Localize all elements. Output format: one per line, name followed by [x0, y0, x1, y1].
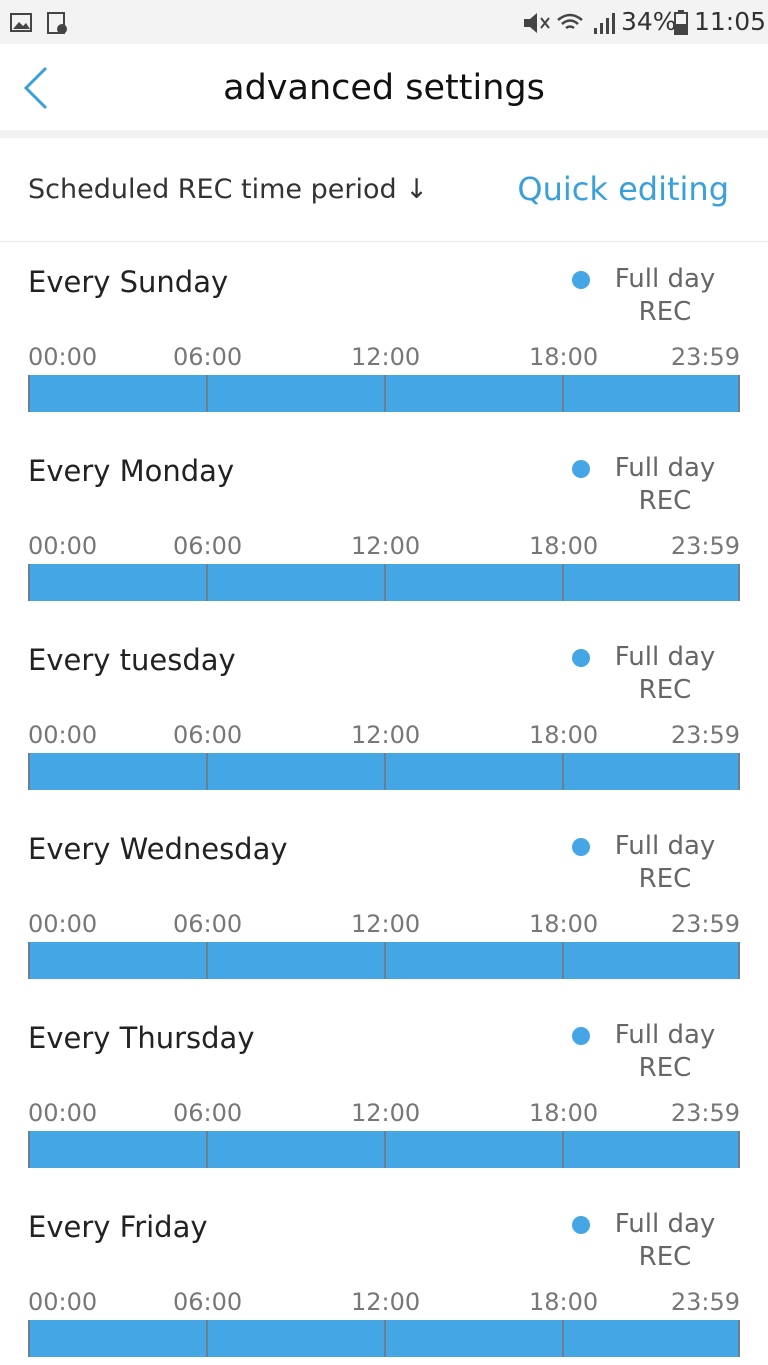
back-button[interactable] [20, 66, 52, 110]
system-icons [524, 13, 615, 34]
bar-divider [562, 753, 564, 790]
bar-divider [738, 1320, 740, 1357]
time-tick: 12:00 [351, 1099, 421, 1127]
time-tick: 18:00 [529, 532, 599, 560]
time-tick: 06:00 [173, 910, 243, 938]
time-tick: 06:00 [173, 532, 243, 560]
bar-divider [206, 753, 208, 790]
time-tick: 00:00 [28, 1099, 98, 1127]
time-tick: 06:00 [173, 1099, 243, 1127]
bar-divider [28, 1131, 30, 1168]
bar-divider [562, 1320, 564, 1357]
bar-divider [562, 375, 564, 412]
bar-divider [738, 564, 740, 601]
quick-editing[interactable]: Quick editing [517, 170, 729, 208]
day-status: Full day REC [614, 1209, 716, 1272]
time-tick: 00:00 [28, 910, 98, 938]
bar-divider [562, 942, 564, 979]
day-label[interactable]: Every Friday [28, 1210, 208, 1244]
bar-divider [384, 1131, 386, 1168]
day-status: Full day REC [614, 642, 716, 705]
bar-divider [384, 753, 386, 790]
time-tick: 06:00 [173, 721, 243, 749]
status-dot [572, 838, 590, 856]
battery-level: 34% [621, 7, 677, 36]
day-status: Full day REC [614, 453, 716, 516]
notification-icons [10, 12, 67, 34]
day-label[interactable]: Every Monday [28, 454, 235, 488]
time-tick: 23:59 [670, 1099, 740, 1127]
bar-divider [738, 1131, 740, 1168]
time-tick: 23:59 [670, 1288, 740, 1316]
day-label[interactable]: Every Sunday [28, 265, 229, 299]
bar-divider [28, 564, 30, 601]
time-tick: 18:00 [529, 1288, 599, 1316]
time-tick: 12:00 [351, 910, 421, 938]
bar-divider [384, 564, 386, 601]
time-tick: 23:59 [670, 721, 740, 749]
bar-divider [206, 1131, 208, 1168]
day-label[interactable]: Every Thursday [28, 1021, 255, 1055]
bar-divider [206, 375, 208, 412]
bar-divider [206, 1320, 208, 1357]
status-bar: 34% 11:05 [0, 0, 768, 44]
battery-icon [674, 10, 688, 35]
bar-divider [384, 1320, 386, 1357]
bar-divider [206, 564, 208, 601]
clock: 11:05 [694, 7, 767, 36]
time-tick: 12:00 [351, 721, 421, 749]
separator [0, 130, 768, 138]
time-tick: 18:00 [529, 910, 599, 938]
bar-divider [28, 1320, 30, 1357]
time-tick: 12:00 [351, 1288, 421, 1316]
divider [0, 241, 768, 242]
status-dot [572, 271, 590, 289]
day-status: Full day REC [614, 831, 716, 894]
status-dot [572, 460, 590, 478]
time-tick: 23:59 [670, 532, 740, 560]
time-tick: 06:00 [173, 1288, 243, 1316]
bar-divider [738, 942, 740, 979]
time-tick: 00:00 [28, 532, 98, 560]
page-title: advanced settings [223, 68, 545, 108]
status-dot [572, 1027, 590, 1045]
bar-divider [28, 942, 30, 979]
section-label: Scheduled REC time period ↓ [28, 174, 428, 205]
status-dot [572, 649, 590, 667]
bar-divider [562, 1131, 564, 1168]
bar-divider [738, 753, 740, 790]
time-tick: 06:00 [173, 343, 243, 371]
day-label[interactable]: Every Wednesday [28, 832, 288, 866]
time-tick: 12:00 [351, 532, 421, 560]
bar-divider [384, 942, 386, 979]
status-dot [572, 1216, 590, 1234]
bar-divider [738, 375, 740, 412]
time-tick: 12:00 [351, 343, 421, 371]
time-tick: 23:59 [670, 343, 740, 371]
day-status: Full day REC [614, 264, 716, 327]
day-label[interactable]: Every tuesday [28, 643, 236, 677]
bar-divider [28, 375, 30, 412]
time-tick: 00:00 [28, 1288, 98, 1316]
bar-divider [206, 942, 208, 979]
time-tick: 23:59 [670, 910, 740, 938]
time-tick: 18:00 [529, 721, 599, 749]
time-tick: 00:00 [28, 721, 98, 749]
time-tick: 00:00 [28, 343, 98, 371]
bar-divider [384, 375, 386, 412]
time-tick: 18:00 [529, 343, 599, 371]
day-status: Full day REC [614, 1020, 716, 1083]
bar-divider [28, 753, 30, 790]
time-tick: 18:00 [529, 1099, 599, 1127]
bar-divider [562, 564, 564, 601]
